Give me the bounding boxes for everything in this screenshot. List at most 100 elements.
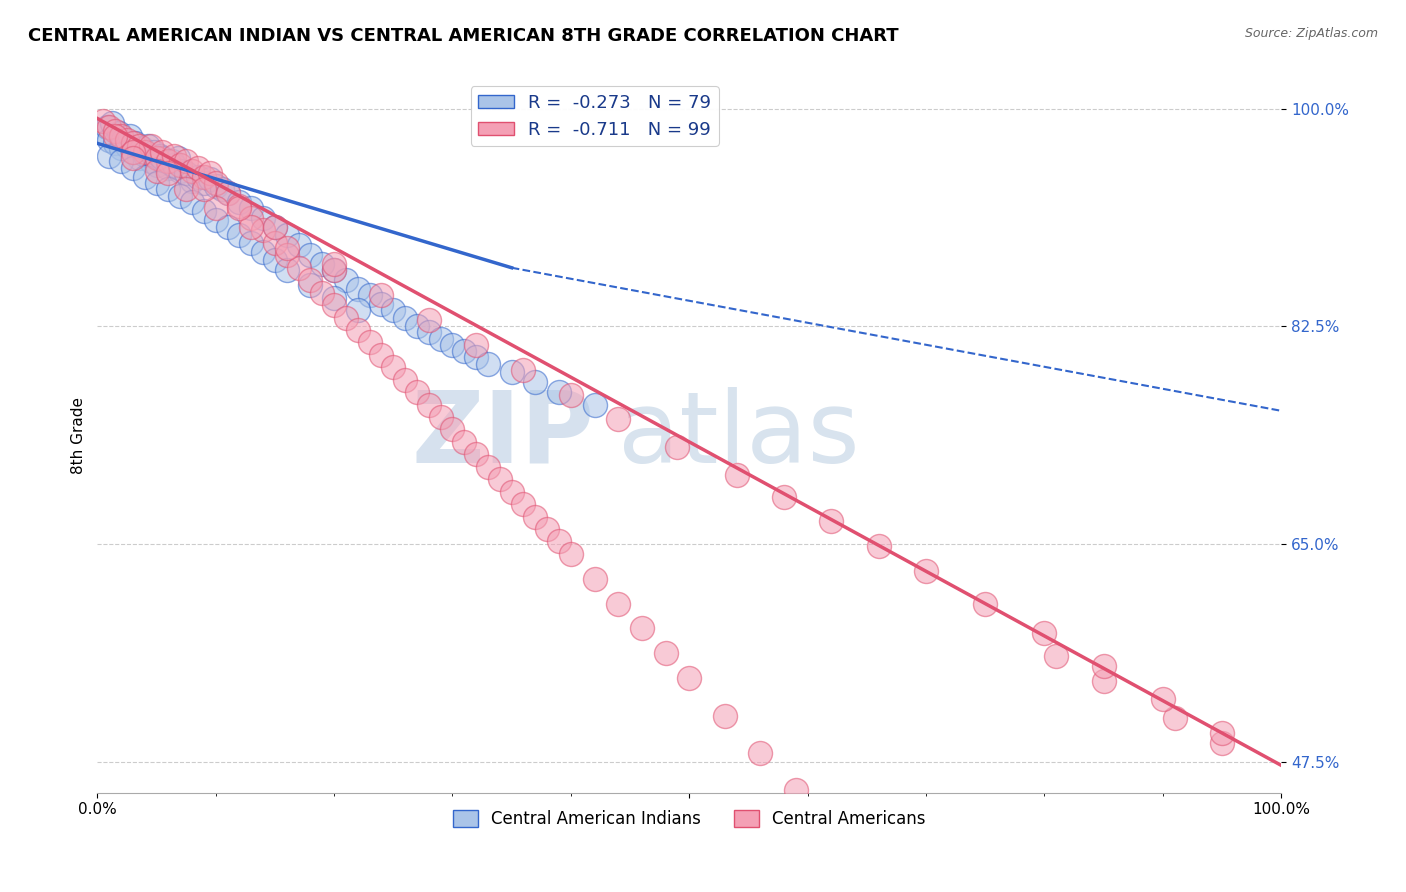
Point: [915, 564, 938, 578]
Point: [820, 515, 842, 529]
Point: [1045, 648, 1067, 663]
Point: [181, 194, 204, 209]
Point: [264, 219, 287, 234]
Point: [134, 147, 156, 161]
Point: [927, 885, 949, 892]
Point: [134, 145, 156, 159]
Point: [299, 273, 322, 287]
Point: [299, 278, 322, 293]
Point: [441, 338, 464, 352]
Point: [193, 169, 215, 184]
Point: [163, 149, 186, 163]
Point: [370, 288, 392, 302]
Point: [477, 459, 499, 474]
Point: [174, 182, 197, 196]
Point: [465, 351, 488, 365]
Point: [370, 348, 392, 362]
Point: [121, 145, 143, 159]
Point: [394, 310, 416, 325]
Point: [394, 373, 416, 387]
Point: [1163, 711, 1185, 725]
Point: [98, 120, 121, 135]
Point: [187, 169, 209, 184]
Point: [120, 128, 142, 143]
Point: [287, 238, 309, 252]
Point: [311, 257, 333, 271]
Point: [145, 163, 167, 178]
Point: [143, 145, 166, 159]
Point: [139, 139, 162, 153]
Y-axis label: 8th Grade: 8th Grade: [72, 397, 86, 474]
Point: [346, 323, 368, 337]
Point: [198, 172, 221, 186]
Point: [524, 509, 547, 524]
Legend: Central American Indians, Central Americans: Central American Indians, Central Americ…: [446, 803, 932, 834]
Point: [240, 211, 263, 225]
Point: [115, 139, 138, 153]
Point: [204, 213, 226, 227]
Point: [107, 127, 129, 141]
Point: [631, 622, 654, 636]
Point: [163, 157, 186, 171]
Point: [169, 157, 191, 171]
Point: [152, 145, 174, 159]
Point: [299, 248, 322, 262]
Point: [512, 363, 534, 377]
Point: [524, 375, 547, 389]
Point: [157, 161, 180, 176]
Point: [607, 597, 630, 611]
Point: [136, 139, 159, 153]
Point: [713, 708, 735, 723]
Point: [654, 646, 676, 660]
Point: [276, 263, 298, 277]
Point: [1152, 692, 1174, 706]
Point: [548, 385, 571, 400]
Point: [139, 153, 162, 168]
Point: [287, 260, 309, 275]
Point: [323, 263, 346, 277]
Point: [110, 153, 132, 168]
Point: [418, 313, 440, 327]
Point: [560, 547, 582, 561]
Point: [128, 139, 150, 153]
Point: [441, 422, 464, 436]
Point: [488, 472, 510, 486]
Point: [121, 145, 143, 159]
Point: [104, 128, 127, 143]
Point: [1211, 736, 1233, 750]
Point: [145, 151, 167, 165]
Point: [264, 235, 287, 250]
Point: [193, 182, 215, 196]
Point: [477, 357, 499, 371]
Point: [335, 310, 357, 325]
Point: [104, 136, 127, 151]
Point: [204, 176, 226, 190]
Point: [465, 447, 488, 461]
Point: [252, 244, 274, 259]
Point: [211, 182, 233, 196]
Point: [149, 149, 172, 163]
Point: [134, 169, 156, 184]
Point: [166, 151, 188, 165]
Point: [100, 116, 122, 130]
Point: [91, 127, 114, 141]
Point: [323, 291, 346, 305]
Point: [193, 176, 215, 190]
Point: [323, 298, 346, 312]
Point: [264, 219, 287, 234]
Point: [240, 219, 263, 234]
Point: [1092, 673, 1115, 688]
Point: [359, 335, 381, 350]
Point: [749, 746, 772, 760]
Point: [418, 398, 440, 412]
Point: [145, 157, 167, 171]
Point: [501, 365, 523, 379]
Point: [323, 263, 346, 277]
Point: [145, 176, 167, 190]
Point: [773, 490, 796, 504]
Point: [169, 163, 191, 178]
Point: [666, 440, 689, 454]
Point: [115, 133, 138, 147]
Point: [240, 201, 263, 215]
Point: [276, 248, 298, 262]
